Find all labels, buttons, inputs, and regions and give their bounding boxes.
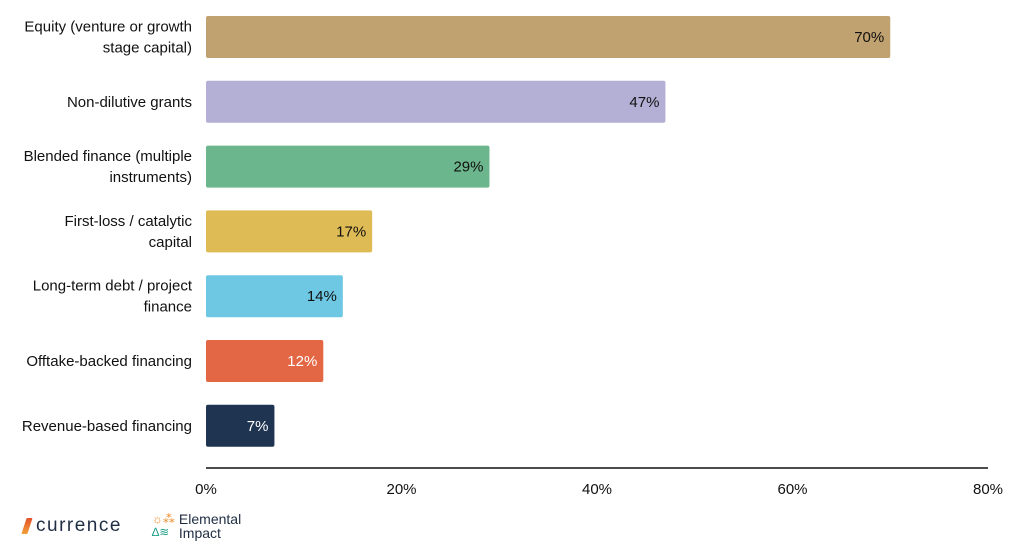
elemental-impact-logo: ☼⁂ ∆≋ Elemental Impact [152,512,241,540]
bar [206,80,666,123]
x-tick-label: 20% [386,481,416,498]
category-label: Non-dilutive grants [67,94,192,111]
bar [206,275,343,318]
bar [206,210,373,253]
bar-chart: 70% Equity (venture or growth stage capita… [22,16,1003,498]
bar [206,145,490,188]
x-tick-label: 0% [195,481,217,498]
footer-logos: currence ☼⁂ ∆≋ Elemental Impact [21,506,241,546]
x-tick-label: 80% [973,481,1003,498]
elemental-impact-icon: ☼⁂ ∆≋ [151,512,175,539]
x-tick-label: 60% [777,481,807,498]
category-label: Revenue-based financing [22,418,192,435]
category-label: Equity (venture or growth stage capital) [24,19,192,57]
currence-mark-icon [21,518,33,534]
currence-wordmark: currence [36,515,122,536]
data-label: 70% [854,29,884,46]
x-tick-label: 40% [582,481,612,498]
elemental-impact-wordmark: Elemental Impact [178,511,242,541]
category-label: Long-term debt / project finance [33,278,193,316]
category-label: Offtake-backed financing [26,353,192,370]
category-label: Blended finance (multiple instruments) [24,148,192,186]
bar [206,16,891,58]
data-label: 12% [287,353,317,370]
data-label: 47% [629,94,659,111]
bar [206,404,275,447]
data-label: 29% [453,159,483,176]
currence-logo: currence [21,515,122,537]
bar [206,340,324,382]
category-label: First-loss / catalytic capital [64,213,192,251]
data-label: 17% [336,223,366,240]
data-label: 14% [307,288,337,305]
data-label: 7% [247,418,269,435]
